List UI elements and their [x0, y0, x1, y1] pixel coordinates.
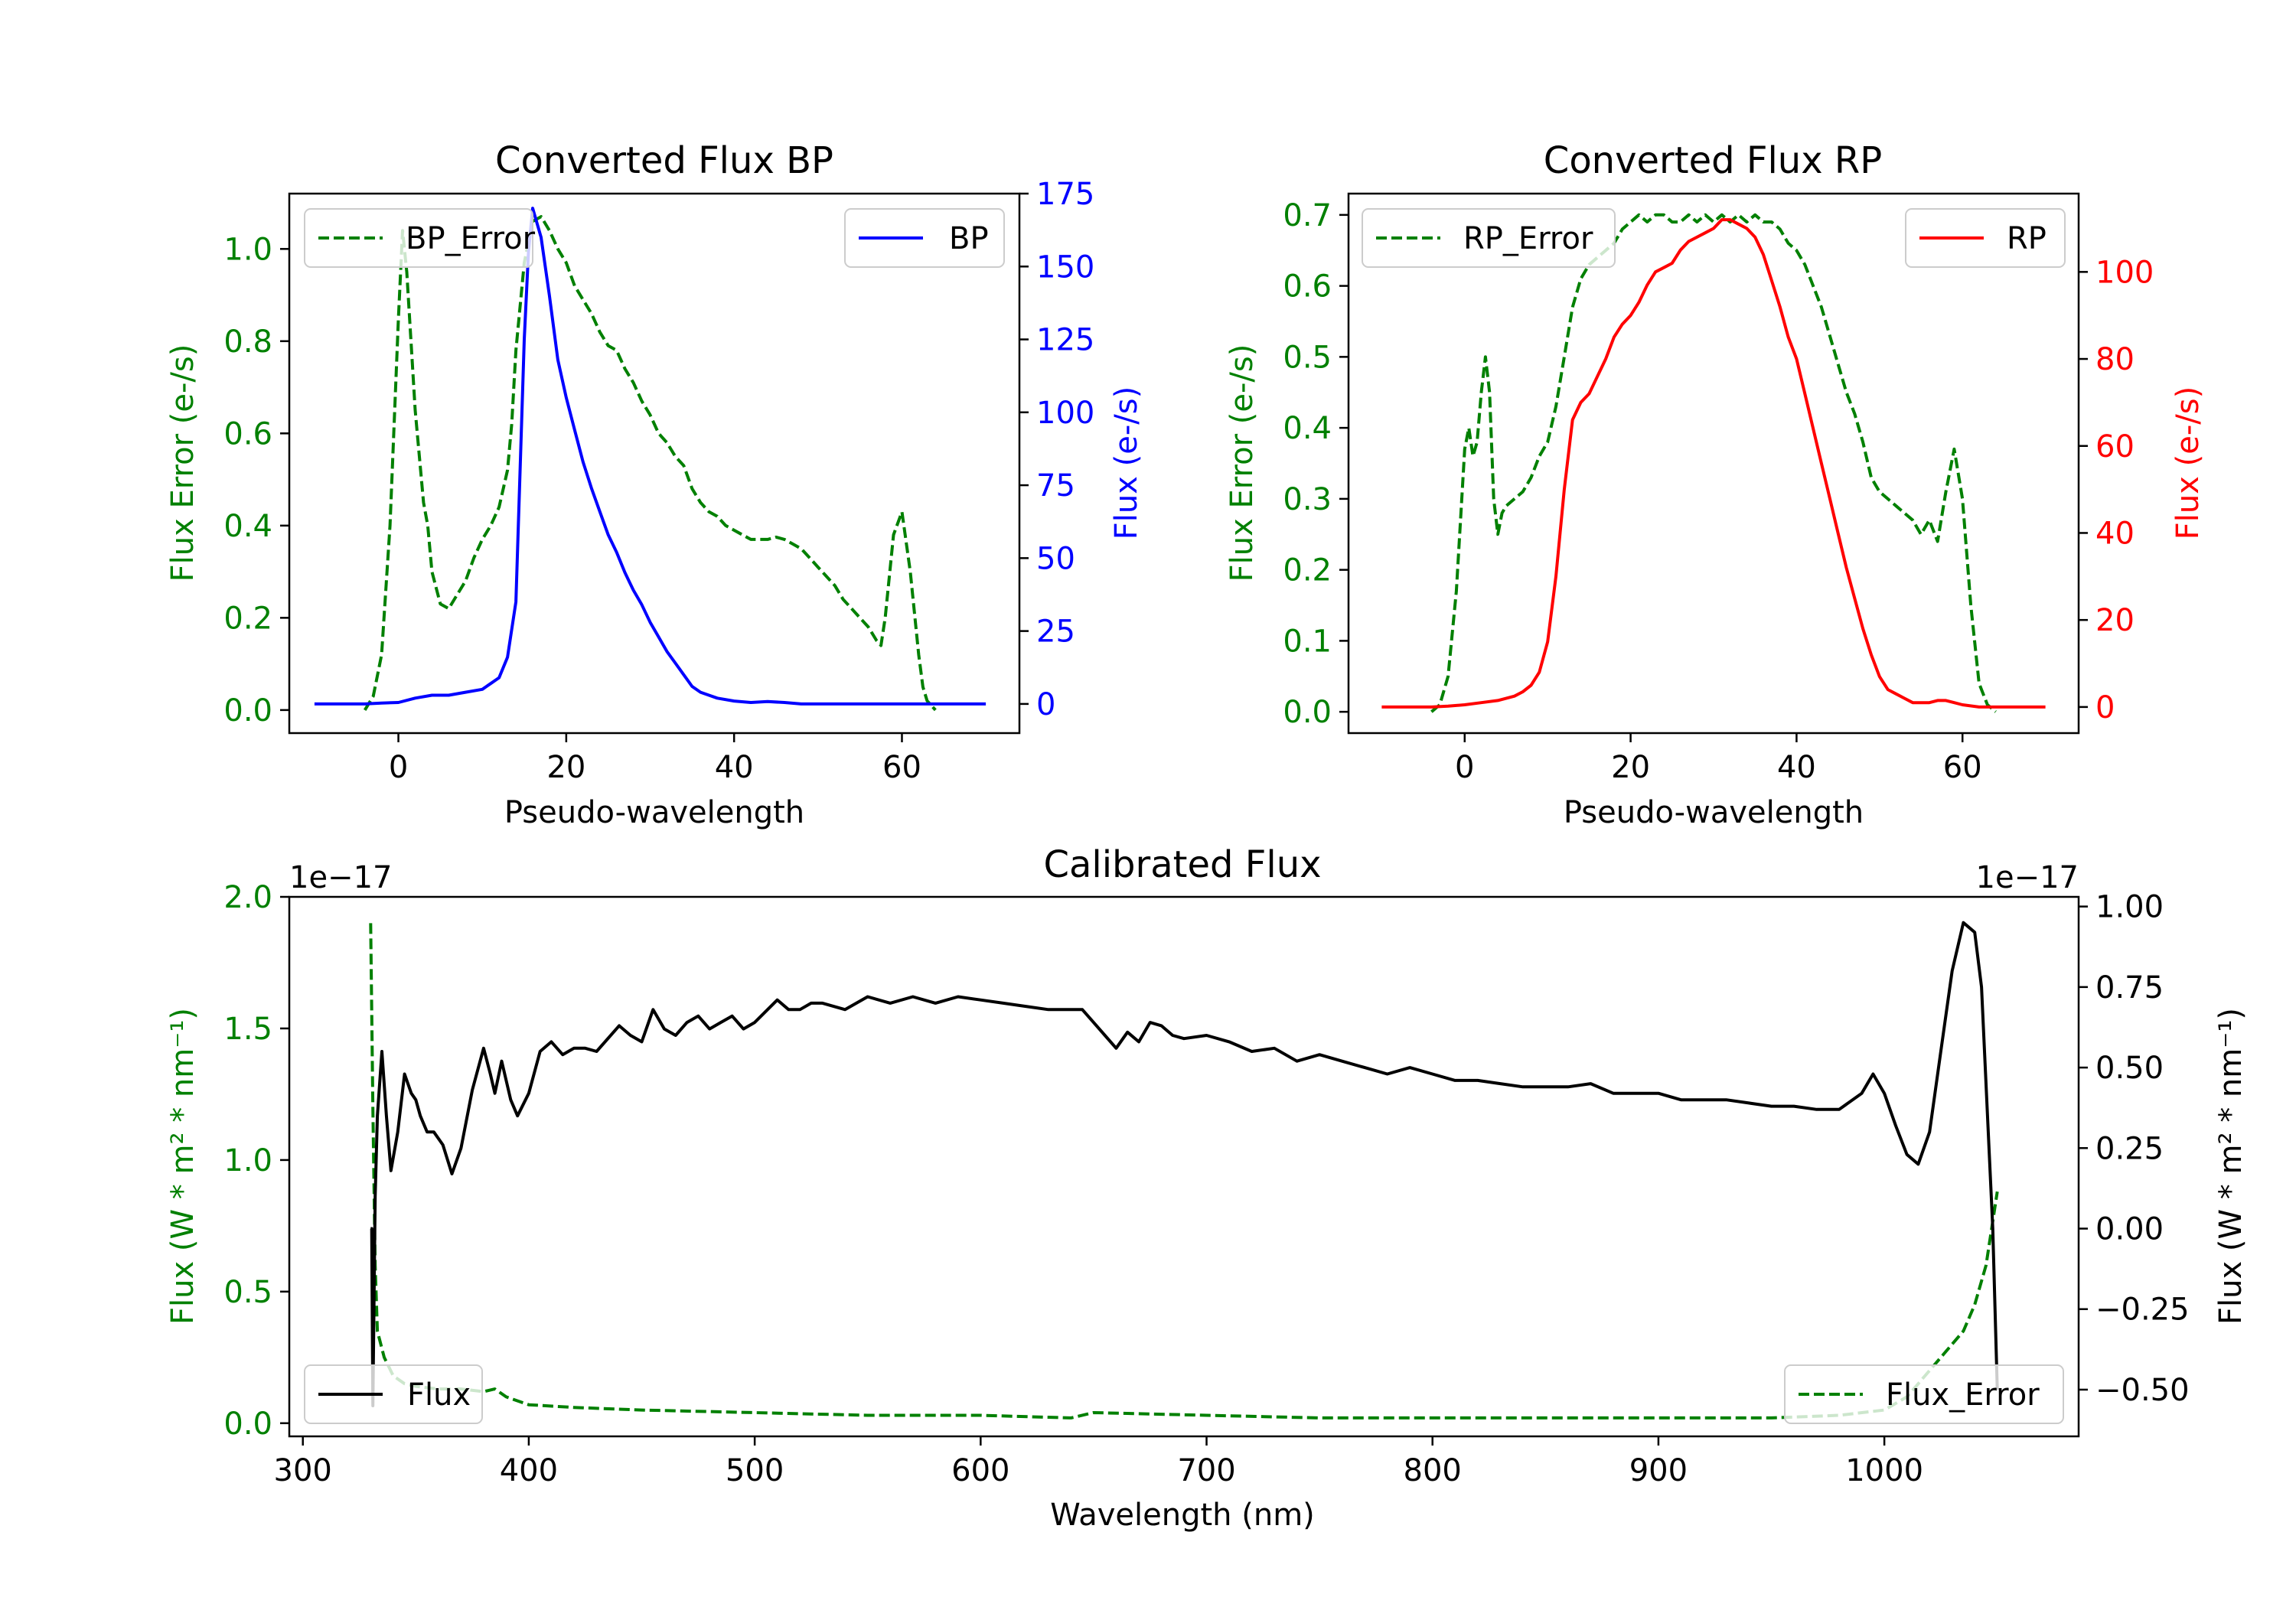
legend-label-rp: RP [2007, 221, 2047, 256]
panel-converted-flux-rp: Converted Flux RP 0 20 40 60 0.0 0.1 0.2 0.3 0.… [1225, 139, 2206, 830]
x-tick-label: 800 [1404, 1453, 1462, 1488]
offset-label-left: 1e−17 [289, 860, 392, 895]
legend-label-flux-error: Flux_Error [1886, 1377, 2040, 1413]
y-tick-label-left: 1.0 [223, 232, 272, 267]
y-axis-label-right-rp: Flux (e-/s) [2170, 386, 2206, 539]
x-tick-label: 1000 [1845, 1453, 1923, 1488]
series-line-cal-flux-error [369, 923, 1999, 1420]
x-tick-label: 40 [715, 750, 754, 785]
y-tick-label-left: 1.5 [223, 1012, 272, 1047]
x-tick-label: 20 [546, 750, 585, 785]
y-tick-label-right: 60 [2095, 429, 2135, 464]
chart-title-calibrated: Calibrated Flux [1043, 843, 1321, 886]
y-tick-label-left: 0.1 [1283, 624, 1332, 659]
panel-converted-flux-bp: Converted Flux BP 0 20 40 60 0.0 0.2 0.4 0.6 0.… [165, 139, 1144, 830]
y-tick-label-right: 175 [1036, 177, 1094, 212]
chart-title-bp: Converted Flux BP [495, 139, 833, 182]
legend-flux: Flux [304, 1364, 483, 1424]
series-line-rp-rp [1381, 218, 2046, 709]
y-tick-label-right: 0.50 [2095, 1051, 2164, 1086]
x-axis-label-bp: Pseudo-wavelength [504, 795, 804, 830]
x-tick-label: 700 [1177, 1453, 1235, 1488]
y-tick-label-right: 40 [2095, 516, 2135, 551]
chart-title-rp: Converted Flux RP [1544, 139, 1882, 182]
legend-label-bp: BP [949, 221, 989, 256]
y-axis-label-left-bp: Flux Error (e-/s) [165, 344, 201, 582]
y-tick-label-left: 0.6 [223, 416, 272, 451]
legend-flux-error: Flux_Error [1784, 1364, 2064, 1424]
y-tick-label-right: 0 [2095, 690, 2115, 725]
y-tick-label-right: 1.00 [2095, 890, 2164, 925]
y-tick-label-left: 0.2 [223, 601, 272, 636]
y-tick-label-left: 0.0 [223, 1407, 272, 1442]
y-tick-label-left: 0.5 [1283, 340, 1332, 375]
x-tick-label: 60 [1943, 750, 1982, 785]
series-line-bp-bp-error [363, 215, 937, 712]
series-line-rp-rp-error [1430, 213, 1997, 713]
legend-label-flux: Flux [407, 1377, 471, 1413]
x-tick-label: 60 [882, 750, 921, 785]
legend-label-rp-error: RP_Error [1463, 221, 1593, 256]
legend-label-bp-error: BP_Error [406, 221, 536, 256]
y-tick-label-right: 100 [2095, 255, 2154, 290]
y-tick-label-right: 0.00 [2095, 1212, 2164, 1247]
y-tick-label-left: 0.2 [1283, 553, 1332, 588]
y-tick-label-right: 25 [1036, 614, 1075, 650]
y-tick-label-right: 75 [1036, 468, 1075, 504]
legend-bp: BP [844, 208, 1005, 268]
y-tick-label-right: −0.50 [2095, 1373, 2190, 1408]
y-tick-label-left: 0.5 [223, 1275, 272, 1310]
y-tick-label-left: 0.4 [1283, 411, 1332, 446]
x-tick-label: 400 [500, 1453, 558, 1488]
y-tick-label-left: 0.4 [223, 509, 272, 544]
x-axis-label-rp: Pseudo-wavelength [1564, 795, 1864, 830]
y-tick-label-left: 1.0 [223, 1143, 272, 1178]
plot-frame-bp [288, 192, 1021, 735]
y-tick-label-right: 50 [1036, 541, 1075, 576]
y-tick-label-right: 0 [1036, 687, 1055, 722]
x-tick-label: 20 [1611, 750, 1650, 785]
x-tick-label: 500 [726, 1453, 784, 1488]
x-axis-label-calibrated: Wavelength (nm) [1050, 1498, 1315, 1533]
y-tick-label-right: 20 [2095, 603, 2135, 638]
x-tick-label: 600 [951, 1453, 1009, 1488]
y-tick-label-right: 125 [1036, 323, 1094, 358]
plot-frame-calibrated [288, 895, 2080, 1438]
panel-calibrated-flux: Calibrated Flux 1e−17 1e−17 300 400 500 600… [165, 843, 2249, 1533]
x-tick-label: 0 [1455, 750, 1474, 785]
series-line-cal-flux [370, 921, 1999, 1407]
y-axis-label-left-calibrated: Flux (W * m² * nm⁻¹) [165, 1008, 201, 1325]
legend-bp-error: BP_Error [304, 208, 536, 268]
y-tick-label-left: 0.7 [1283, 198, 1332, 233]
y-axis-label-right-bp: Flux (e-/s) [1109, 386, 1144, 539]
y-tick-label-left: 0.6 [1283, 269, 1332, 305]
y-tick-label-left: 0.3 [1283, 482, 1332, 517]
x-tick-label: 40 [1777, 750, 1816, 785]
y-axis-label-right-calibrated: Flux (W * m² * nm⁻¹) [2213, 1008, 2249, 1325]
plot-frame-rp [1347, 192, 2080, 735]
y-tick-label-right: 0.25 [2095, 1131, 2164, 1166]
y-tick-label-right: 150 [1036, 249, 1094, 285]
x-tick-label: 900 [1629, 1453, 1688, 1488]
y-axis-label-left-rp: Flux Error (e-/s) [1225, 344, 1260, 582]
series-line-bp-bp [314, 207, 987, 706]
x-tick-label: 300 [274, 1453, 332, 1488]
offset-label-right: 1e−17 [1976, 860, 2079, 895]
x-tick-label: 0 [389, 750, 408, 785]
y-tick-label-left: 0.0 [1283, 695, 1332, 730]
y-tick-label-left: 2.0 [223, 880, 272, 915]
legend-rp-error: RP_Error [1362, 208, 1616, 268]
y-tick-label-right: 100 [1036, 396, 1094, 431]
y-tick-label-right: −0.25 [2095, 1292, 2190, 1328]
y-tick-label-left: 0.8 [223, 324, 272, 360]
legend-rp: RP [1905, 208, 2066, 268]
y-tick-label-right: 0.75 [2095, 970, 2164, 1006]
y-tick-label-right: 80 [2095, 342, 2135, 377]
y-tick-label-left: 0.0 [223, 693, 272, 729]
